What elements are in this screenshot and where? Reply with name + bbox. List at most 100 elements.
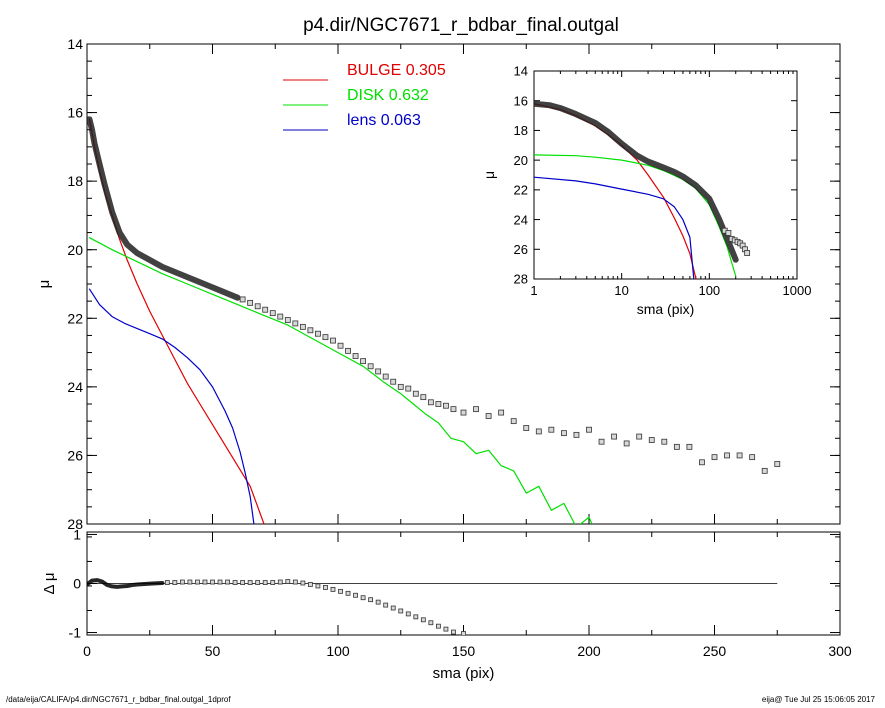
chart-title: p4.dir/NGC7671_r_bdbar_final.outgal (303, 15, 619, 36)
data-point (405, 611, 411, 617)
y-tick-label: 24 (514, 212, 528, 227)
data-point (711, 454, 718, 461)
data-point (427, 399, 434, 406)
series-line (534, 176, 695, 279)
data-point (443, 626, 449, 632)
plot-area (87, 116, 781, 524)
data-point (240, 580, 246, 585)
data-point (247, 299, 254, 306)
data-point (451, 629, 456, 635)
data-point (586, 426, 592, 433)
data-point (315, 330, 321, 337)
x-tick-label: 10 (614, 283, 628, 298)
x-tick-label: 100 (698, 283, 720, 298)
data-point (412, 390, 419, 397)
observed-profile-line (87, 578, 165, 589)
data-point (179, 579, 185, 585)
y-tick-label: 14 (67, 36, 83, 52)
data-point (345, 347, 351, 354)
data-point (383, 602, 389, 608)
data-point (428, 620, 434, 626)
data-point (353, 592, 358, 598)
data-point (300, 580, 306, 586)
plot-area (534, 100, 751, 279)
data-point (398, 608, 404, 614)
data-point (573, 431, 580, 438)
data-point (382, 373, 389, 380)
data-point (460, 409, 467, 416)
data-point (217, 579, 223, 585)
data-point (420, 394, 427, 401)
data-point (270, 580, 276, 585)
data-point (187, 579, 193, 585)
y-tick-label: 16 (514, 93, 528, 108)
data-point (262, 580, 268, 585)
data-point (473, 406, 479, 413)
data-point (352, 353, 359, 359)
y-tick-label: 1 (73, 526, 81, 542)
data-point (724, 452, 730, 459)
footer-file-path: /data/eija/CALIFA/p4.dir/NGC7671_r_bdbar… (6, 695, 231, 704)
data-point (202, 579, 208, 585)
data-point (774, 461, 781, 467)
legend-entry: DISK 0.632 (347, 87, 429, 104)
data-point (247, 580, 253, 585)
data-point (360, 358, 367, 365)
data-point (164, 580, 170, 585)
y-tick-label: 26 (67, 447, 83, 463)
data-point (510, 418, 517, 425)
y-tick-label: 26 (514, 242, 528, 257)
data-point (330, 337, 336, 344)
data-point (443, 402, 449, 409)
x-tick-label: 50 (205, 643, 221, 659)
data-point (195, 579, 200, 585)
data-point (523, 425, 530, 431)
x-axis-label: sma (pix) (433, 665, 495, 682)
y-axis-label: Δ μ (41, 572, 58, 594)
y-tick-label: 28 (514, 272, 528, 287)
data-point (405, 385, 412, 392)
legend-entry: BULGE 0.305 (347, 62, 446, 79)
y-axis-label: μ (481, 171, 497, 179)
y-tick-label: 0 (73, 576, 81, 592)
data-point (498, 409, 505, 416)
data-point (535, 428, 542, 435)
data-point (262, 306, 269, 313)
observed-profile-line (87, 116, 241, 301)
x-tick-label: 1 (530, 283, 537, 298)
y-tick-label: 20 (67, 242, 83, 258)
y-tick-label: -1 (69, 625, 82, 641)
y-axis-label: μ (36, 280, 53, 289)
data-point (239, 296, 246, 303)
data-point (390, 605, 396, 611)
data-point (661, 438, 668, 445)
data-point (285, 579, 291, 584)
data-point (736, 452, 743, 459)
data-point (375, 599, 381, 605)
x-tick-label: 150 (452, 643, 476, 659)
data-point (307, 327, 314, 334)
data-point (172, 580, 178, 585)
data-point (345, 590, 351, 596)
data-point (623, 440, 630, 447)
data-point (561, 430, 567, 437)
data-point (636, 433, 643, 440)
y-tick-label: 22 (67, 310, 83, 326)
data-point (673, 443, 680, 450)
series-line (88, 237, 593, 524)
data-point (307, 582, 313, 587)
inset-panel: 1 10 100 1000 14 16 18 20 22 24 26 28 sma (pix) μ (481, 64, 811, 317)
data-point (375, 368, 382, 375)
data-point (598, 438, 605, 445)
data-point (255, 580, 261, 585)
data-point (420, 617, 426, 623)
data-point (225, 579, 230, 585)
data-point (548, 426, 555, 433)
data-point (699, 459, 705, 466)
data-point (397, 383, 404, 390)
data-point (648, 437, 655, 443)
data-point (338, 588, 343, 594)
data-point (744, 250, 751, 256)
series-line (88, 288, 255, 524)
data-point (485, 413, 492, 419)
